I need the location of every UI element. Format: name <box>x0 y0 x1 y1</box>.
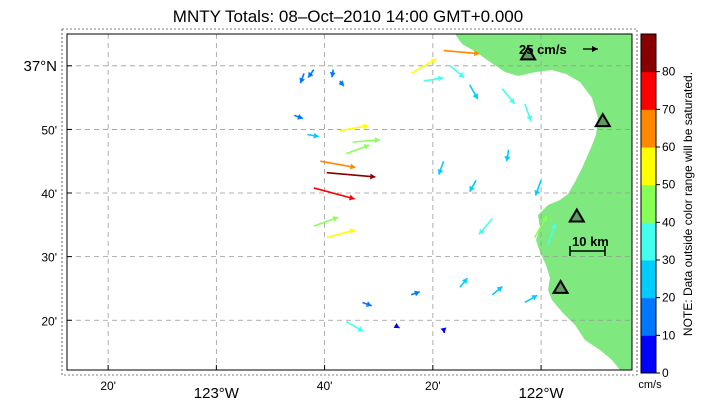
current-vector <box>329 69 336 78</box>
x-tick-label: 122°W <box>518 385 564 402</box>
colorbar-tick-label: 60 <box>662 140 676 154</box>
scale-bar <box>569 246 606 256</box>
colorbar-segment <box>641 109 656 148</box>
colorbar-segment <box>641 260 656 299</box>
colorbar-tick-label: 10 <box>662 328 676 342</box>
reference-vector-label: 25 cm/s <box>519 42 567 57</box>
x-tick-label: 20' <box>425 379 441 393</box>
current-vector <box>326 228 356 239</box>
colorbar-segment <box>641 71 656 110</box>
colorbar-segment <box>641 335 656 374</box>
current-vector <box>468 84 479 100</box>
current-vector <box>546 223 557 246</box>
current-vector <box>468 179 477 192</box>
current-vector <box>443 49 480 57</box>
current-vector <box>338 80 345 87</box>
current-vector <box>299 73 306 84</box>
current-vector <box>524 294 538 304</box>
colorbar <box>641 34 656 374</box>
current-vector <box>326 171 376 180</box>
current-vector <box>449 65 465 79</box>
colorbar-tick-label: 20 <box>662 291 676 305</box>
current-vector <box>313 216 339 227</box>
current-vector <box>437 160 445 175</box>
y-tick-label: 20' <box>41 314 57 328</box>
current-vector <box>294 113 304 120</box>
colorbar-segment <box>641 184 656 223</box>
scale-bar-label: 10 km <box>572 234 609 249</box>
colorbar-tick-label: 50 <box>662 178 676 192</box>
current-vector <box>307 132 319 139</box>
x-tick-label: 123°W <box>194 385 240 402</box>
colorbar-segment <box>641 34 656 73</box>
plot-area <box>67 34 632 370</box>
current-vector <box>491 285 503 296</box>
current-vector <box>393 322 400 329</box>
y-tick-label: 40' <box>41 187 57 201</box>
current-vector <box>440 327 447 334</box>
colorbar-ticks: 0 10 20 30 40 50 60 70 80 <box>656 65 676 380</box>
colorbar-segment <box>641 297 656 336</box>
current-vector <box>307 69 315 79</box>
colorbar-segment <box>641 222 656 261</box>
x-tick-label: 20' <box>100 379 116 393</box>
reference-vector-arrowhead <box>592 46 598 52</box>
colorbar-unit: cm/s <box>638 379 662 391</box>
coastline-land <box>455 34 632 370</box>
radar-site-marker <box>519 45 537 61</box>
vector-field <box>294 49 557 334</box>
current-vector <box>410 58 437 75</box>
plot-frame <box>66 33 633 371</box>
y-tick-label: 30' <box>41 251 57 265</box>
current-vector <box>533 215 548 238</box>
y-tick-label: 50' <box>41 123 57 137</box>
current-vector <box>410 290 421 297</box>
current-vector <box>478 217 493 235</box>
y-axis: 37°N 50' 40' 30' 20' <box>23 58 72 328</box>
current-vector <box>362 301 372 307</box>
colorbar-tick-label: 70 <box>662 102 676 116</box>
current-vector <box>313 187 355 201</box>
chart-title: MNTY Totals: 08–Oct–2010 14:00 GMT+0.000 <box>173 7 523 26</box>
current-vector <box>339 123 369 132</box>
current-vector <box>459 277 469 288</box>
colorbar-tick-label: 40 <box>662 215 676 229</box>
radar-site-marker <box>551 278 570 294</box>
radar-site-marker <box>568 207 586 223</box>
current-vector <box>345 320 364 332</box>
y-tick-label: 37°N <box>23 58 57 75</box>
current-vector <box>524 103 533 122</box>
radar-site-marker <box>594 112 612 128</box>
current-vector <box>424 75 444 82</box>
colorbar-tick-label: 80 <box>662 65 676 79</box>
colorbar-tick-label: 0 <box>662 366 669 380</box>
colorbar-note: NOTE: Data outside color range will be s… <box>681 72 695 336</box>
x-axis: 20' 123°W 40' 20' 122°W <box>100 365 565 402</box>
colorbar-segment <box>641 147 656 186</box>
current-vector <box>501 88 516 105</box>
x-tick-label: 40' <box>317 379 333 393</box>
current-vector <box>534 180 542 196</box>
current-vector <box>345 144 370 155</box>
plot-outer-frame <box>61 28 638 376</box>
current-vector <box>352 137 381 144</box>
colorbar-tick-label: 30 <box>662 253 676 267</box>
current-vector <box>320 160 356 170</box>
colorbar-frame <box>640 33 657 374</box>
current-vector <box>504 149 511 162</box>
radar-sites <box>519 45 612 294</box>
